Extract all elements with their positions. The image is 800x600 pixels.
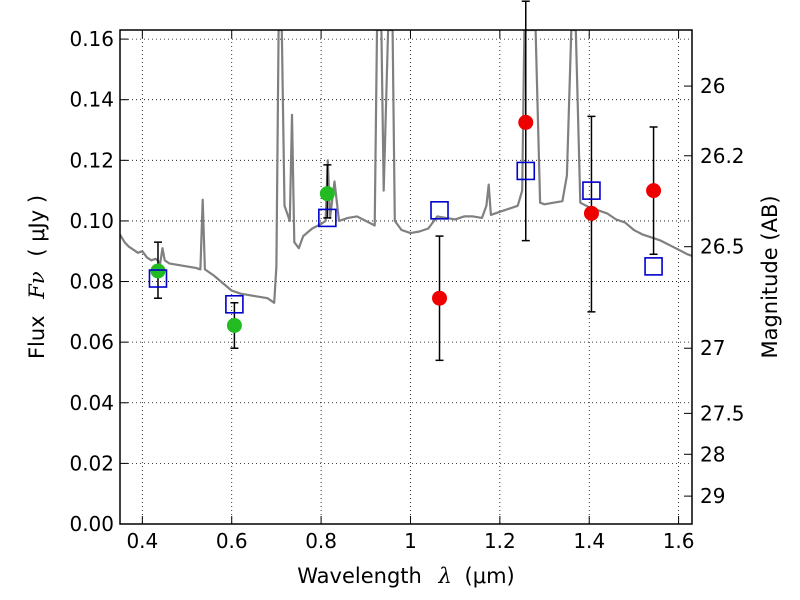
data-point-circle — [646, 183, 662, 199]
y-tick-label: 0.02 — [69, 451, 114, 475]
spectrum-line — [120, 30, 692, 304]
y-tick-label: 0.10 — [69, 209, 114, 233]
y-axis-title: Flux Fν ( μJy ) — [25, 195, 49, 359]
data-point-square — [225, 294, 244, 314]
data-point-square — [430, 201, 449, 220]
x-axis-title-text: Wavelength — [297, 564, 422, 588]
y-axis-title-unit: ( μJy ) — [25, 195, 49, 257]
y2-tick-label: 29 — [700, 484, 725, 508]
y-tick-label: 0.14 — [69, 88, 114, 112]
x-tick-label: 1.6 — [663, 529, 695, 553]
plot-frame — [119, 29, 693, 525]
x-tick-label: 1 — [404, 529, 417, 553]
model-spectrum — [120, 30, 692, 304]
x-tick-label: 1.2 — [484, 529, 516, 553]
data-point-circle — [150, 263, 166, 279]
y2-tick-label: 26 — [700, 74, 725, 98]
y-tick-label: 0.06 — [69, 330, 114, 354]
y2-tick-label: 27 — [700, 336, 725, 360]
y2-tick-label: 26.5 — [700, 235, 745, 259]
data-point-circle — [226, 317, 242, 333]
x-tick-label: 1.4 — [573, 529, 605, 553]
x-tick-label: 0.8 — [305, 529, 337, 553]
y-tick-label: 0.08 — [69, 270, 114, 294]
y2-tick-label: 26.2 — [700, 144, 745, 168]
y-axis-title-symbol: Fν — [25, 271, 49, 300]
data-point-square — [516, 161, 536, 181]
y-axis-title-text: Flux — [25, 315, 49, 359]
y2-tick-label: 28 — [700, 442, 725, 466]
x-tick-label: 0.6 — [216, 529, 248, 553]
data-point-circle — [583, 205, 599, 221]
y2-axis-title: Magnitude (AB) — [758, 195, 782, 358]
y-tick-label: 0.16 — [69, 27, 114, 51]
y-tick-label: 0.00 — [69, 512, 114, 536]
x-axis-title-unit: (μm) — [465, 564, 515, 588]
x-axis-title-symbol: λ — [438, 564, 452, 588]
error-bars — [153, 0, 658, 362]
data-point-square — [644, 257, 663, 276]
data-markers — [148, 114, 663, 333]
y2-tick-label: 27.5 — [700, 401, 745, 425]
x-tick-label: 0.4 — [126, 529, 158, 553]
grid — [120, 30, 692, 525]
data-point-circle — [432, 290, 448, 306]
x-axis-title: Wavelength λ (μm) — [297, 564, 514, 588]
data-point-circle — [518, 114, 534, 130]
y-tick-label: 0.04 — [69, 391, 114, 415]
data-point-circle — [319, 186, 335, 202]
y-tick-label: 0.12 — [69, 148, 114, 172]
data-point-square — [582, 181, 601, 200]
axis-ticks: 0.4 0.6 0.8 1 1.2 1.4 1.6 0.00 0.02 0.04 0.06 0.08 0… — [69, 27, 744, 553]
data-point-square — [148, 269, 168, 288]
data-point-square — [318, 208, 337, 228]
